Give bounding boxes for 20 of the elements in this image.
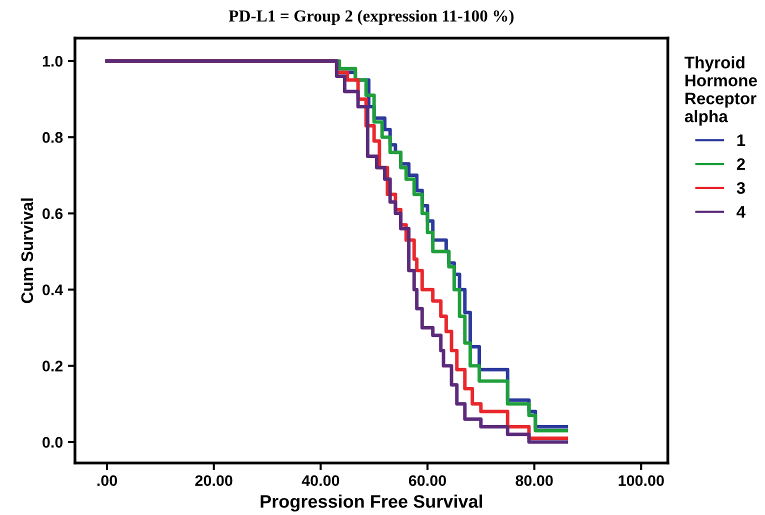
y-tick-label: 0.6 bbox=[42, 208, 63, 220]
legend-label: 4 bbox=[736, 206, 746, 218]
y-tick-label: 0.2 bbox=[42, 360, 63, 372]
x-tick-label: 20.00 bbox=[195, 475, 232, 486]
legend-label: 1 bbox=[737, 134, 746, 146]
x-tick-label: 80.00 bbox=[516, 475, 553, 486]
x-tick-label: 60.00 bbox=[408, 475, 446, 486]
y-tick-label: 0.8 bbox=[42, 132, 63, 143]
legend-title: Thyroid Hormone Receptor alpha bbox=[684, 56, 757, 126]
legend-label: 2 bbox=[736, 158, 745, 170]
x-tick-label: 100.00 bbox=[618, 475, 664, 486]
y-axis-title: Cum Survival bbox=[20, 198, 34, 304]
chart-title: PD-L1 = Group 2 (expression 11-100 %) bbox=[228, 10, 514, 25]
y-tick-label: 0.4 bbox=[42, 284, 64, 296]
y-tick-label: 0.0 bbox=[42, 436, 63, 448]
y-tick-label: 1.0 bbox=[42, 56, 63, 67]
legend-label: 3 bbox=[736, 182, 745, 194]
x-tick-label: 40.00 bbox=[302, 475, 340, 486]
x-tick-label: .00 bbox=[97, 475, 118, 486]
x-axis-title: Progression Free Survival bbox=[260, 494, 482, 512]
